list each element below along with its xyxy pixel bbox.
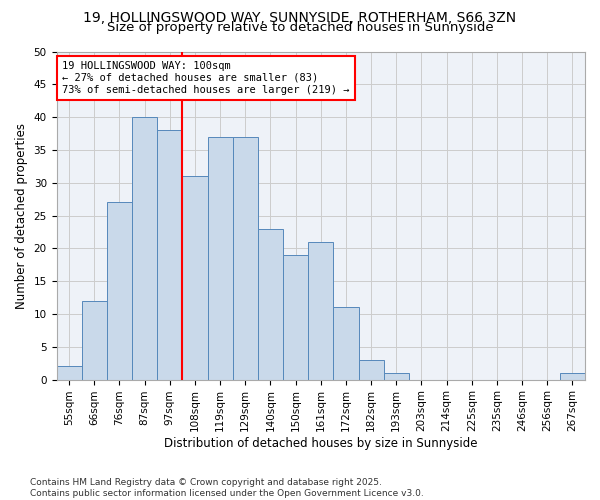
Bar <box>359 360 383 380</box>
Bar <box>82 301 107 380</box>
Text: Size of property relative to detached houses in Sunnyside: Size of property relative to detached ho… <box>107 22 493 35</box>
Bar <box>334 308 359 380</box>
Bar <box>383 373 409 380</box>
Bar <box>208 137 233 380</box>
Bar <box>233 137 258 380</box>
Bar <box>107 202 132 380</box>
Bar <box>560 373 585 380</box>
Text: 19, HOLLINGSWOOD WAY, SUNNYSIDE, ROTHERHAM, S66 3ZN: 19, HOLLINGSWOOD WAY, SUNNYSIDE, ROTHERH… <box>83 11 517 25</box>
Y-axis label: Number of detached properties: Number of detached properties <box>15 122 28 308</box>
Bar <box>258 228 283 380</box>
Bar <box>157 130 182 380</box>
X-axis label: Distribution of detached houses by size in Sunnyside: Distribution of detached houses by size … <box>164 437 478 450</box>
Bar <box>182 176 208 380</box>
Text: Contains HM Land Registry data © Crown copyright and database right 2025.
Contai: Contains HM Land Registry data © Crown c… <box>30 478 424 498</box>
Bar <box>56 366 82 380</box>
Bar <box>283 255 308 380</box>
Text: 19 HOLLINGSWOOD WAY: 100sqm
← 27% of detached houses are smaller (83)
73% of sem: 19 HOLLINGSWOOD WAY: 100sqm ← 27% of det… <box>62 62 349 94</box>
Bar <box>132 117 157 380</box>
Bar <box>308 242 334 380</box>
